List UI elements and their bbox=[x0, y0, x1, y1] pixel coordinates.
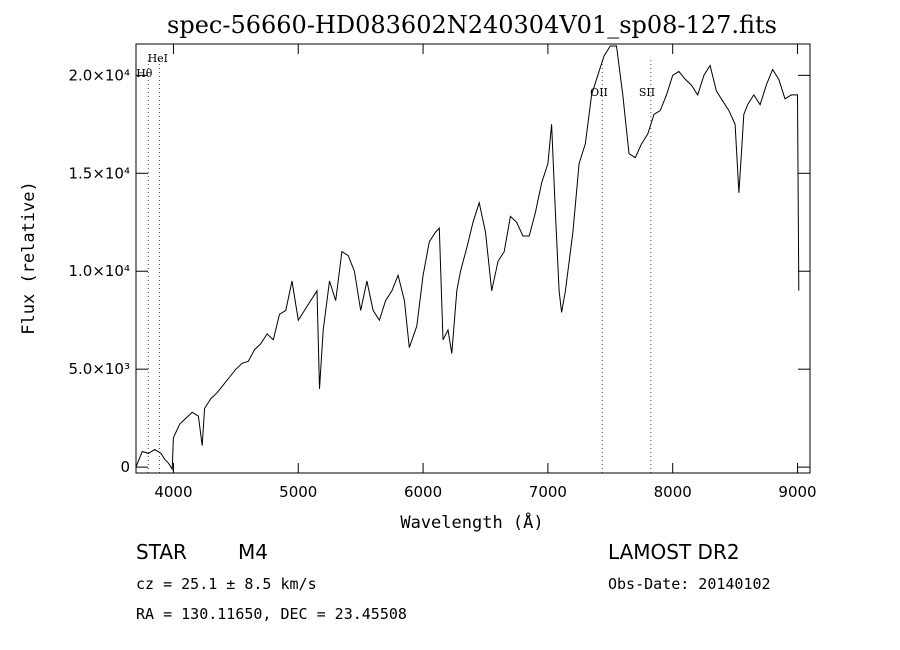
spectral-line-label: OII bbox=[590, 86, 608, 99]
object-subclass: M4 bbox=[238, 540, 268, 564]
spectrum-series bbox=[135, 45, 800, 471]
observation-date: Obs-Date: 20140102 bbox=[608, 575, 771, 593]
y-tick-label: 1.0×10⁴ bbox=[68, 262, 130, 280]
x-tick-label: 9000 bbox=[778, 483, 816, 501]
x-tick-label: 4000 bbox=[154, 483, 192, 501]
spectral-line-markers: HeI Hθ OII SII bbox=[136, 52, 655, 473]
plot-frame bbox=[135, 43, 811, 474]
survey-name: LAMOST DR2 bbox=[608, 540, 740, 564]
coordinates: RA = 130.11650, DEC = 23.45508 bbox=[136, 605, 407, 623]
spectral-line-label: HeI bbox=[148, 52, 168, 65]
y-tick-label: 0 bbox=[120, 458, 130, 476]
x-tick-label: 7000 bbox=[529, 483, 567, 501]
spectrum-line bbox=[135, 45, 800, 471]
y-tick-label: 2.0×10⁴ bbox=[68, 66, 130, 84]
x-tick-label: 6000 bbox=[404, 483, 442, 501]
spectral-line-label: Hθ bbox=[136, 67, 153, 80]
axis-ticks: 4000 5000 6000 7000 8000 9000 0 5.0×10³ 1.0×10⁴ 1… bbox=[68, 44, 817, 501]
y-tick-label: 1.5×10⁴ bbox=[68, 164, 130, 182]
x-tick-label: 5000 bbox=[279, 483, 317, 501]
y-tick-label: 5.0×10³ bbox=[68, 360, 130, 378]
spectral-line-label: SII bbox=[639, 86, 655, 99]
y-axis-label: Flux (relative) bbox=[19, 181, 39, 335]
x-axis-label: Wavelength (Å) bbox=[400, 511, 543, 533]
redshift-velocity: cz = 25.1 ± 8.5 km/s bbox=[136, 575, 317, 593]
chart-title: spec-56660-HD083602N240304V01_sp08-127.f… bbox=[167, 11, 777, 39]
x-tick-label: 8000 bbox=[654, 483, 692, 501]
object-type: STAR bbox=[136, 540, 187, 564]
